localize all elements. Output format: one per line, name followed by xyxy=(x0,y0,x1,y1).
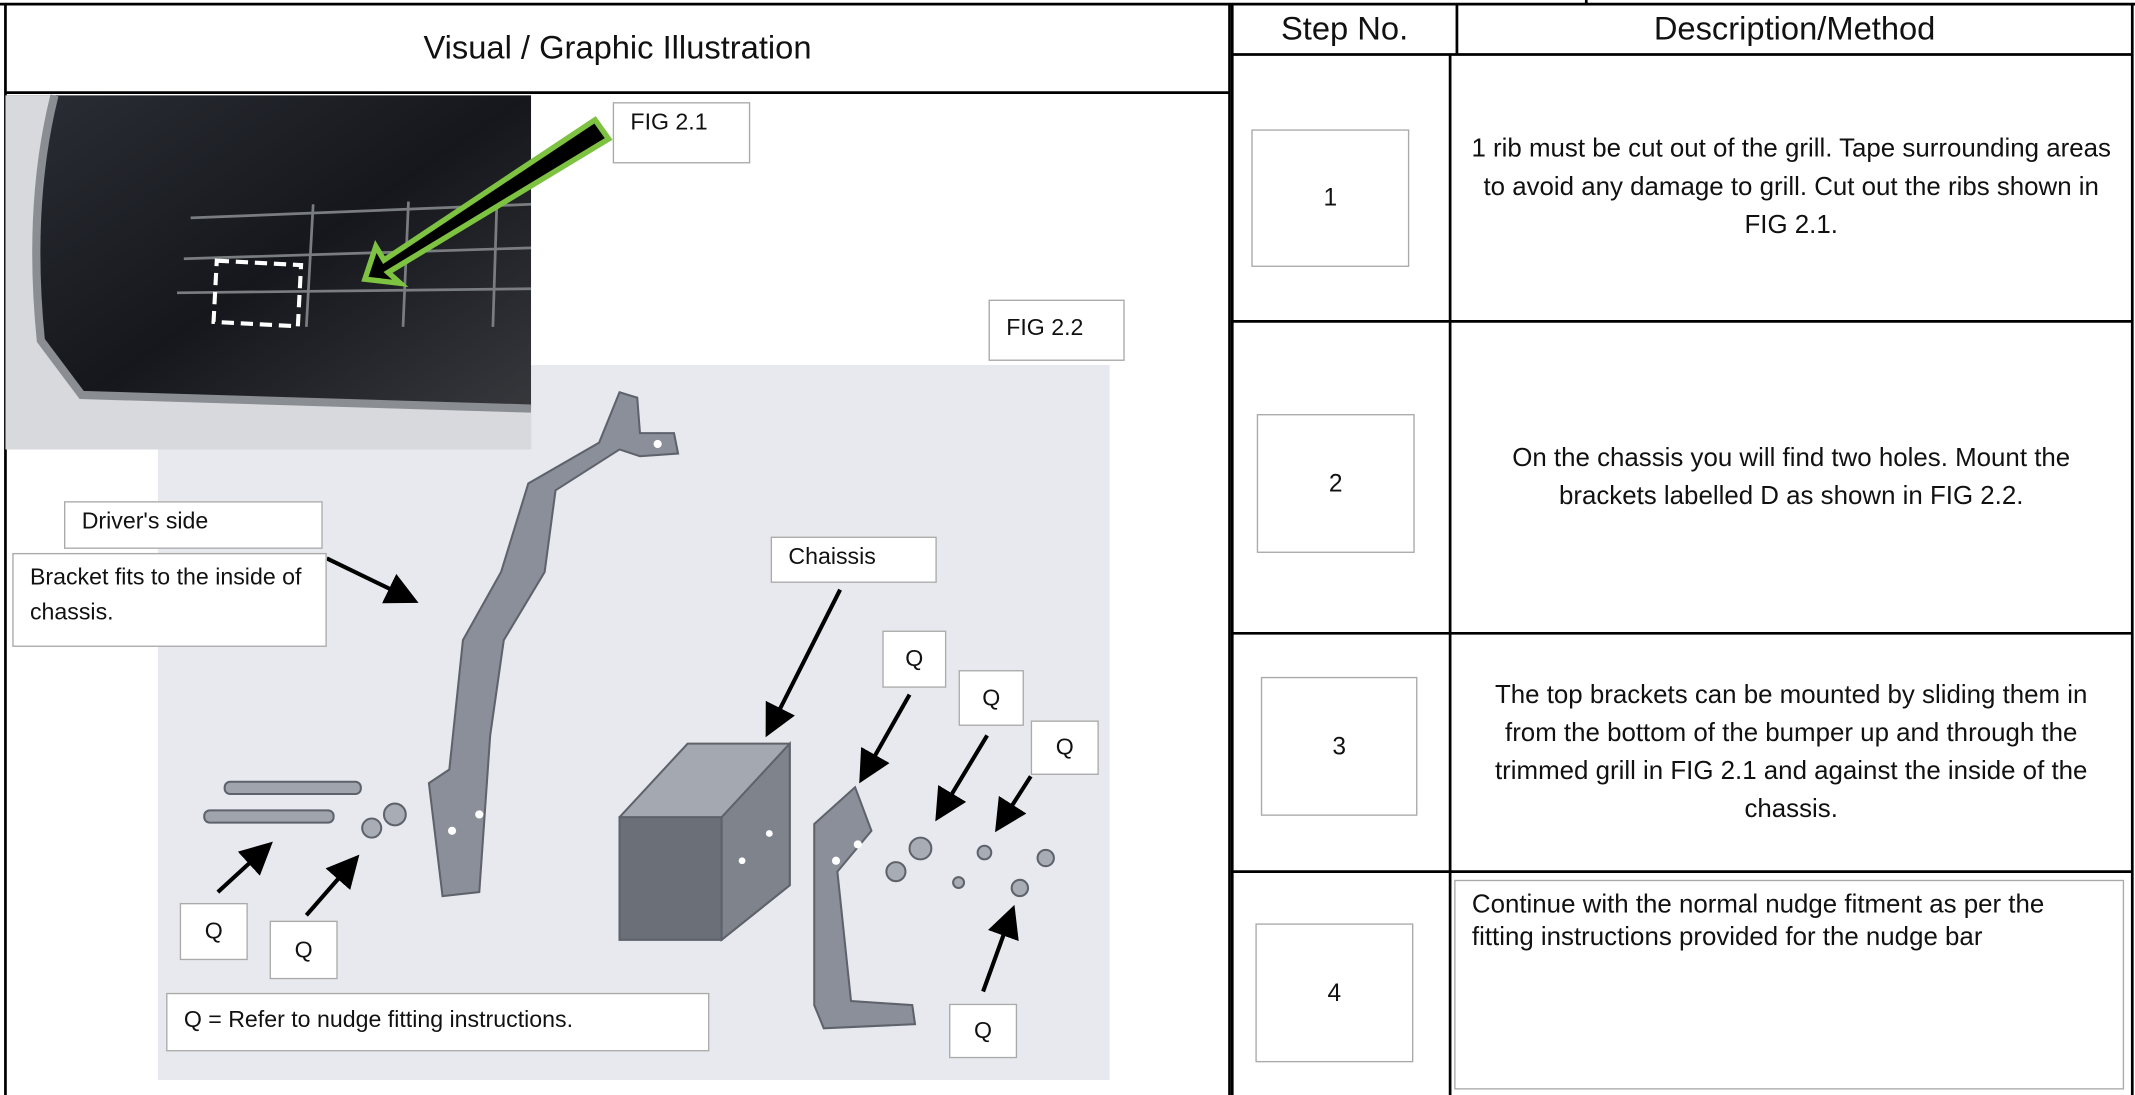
step-description: Continue with the normal nudge fitment a… xyxy=(1454,879,2125,1090)
arrows xyxy=(216,556,1033,993)
q-label: Q xyxy=(958,670,1024,726)
q-label: Q xyxy=(179,902,248,961)
step-number: 3 xyxy=(1260,676,1418,816)
illustration-title: Visual / Graphic Illustration xyxy=(423,29,812,67)
step-number: 1 xyxy=(1251,129,1410,267)
q-label: Q xyxy=(269,920,338,980)
step-number: 4 xyxy=(1255,923,1414,1063)
step-column-header: Step No. xyxy=(1280,10,1409,48)
step-description: The top brackets can be mounted by slidi… xyxy=(1494,680,2088,824)
annotation: Driver's side xyxy=(63,501,323,549)
legend-note: Q = Refer to nudge fitting instructions. xyxy=(166,992,710,1052)
step-description: On the chassis you will find two holes. … xyxy=(1512,443,2071,511)
q-label: Q xyxy=(1030,720,1099,775)
photo xyxy=(5,94,613,450)
annotation: Bracket fits to the inside of chassis. xyxy=(12,552,327,647)
figure-label: FIG 2.2 xyxy=(988,299,1125,361)
figure-label: FIG 2.1 xyxy=(612,102,751,164)
description-column-header: Description/Method xyxy=(1653,10,1936,48)
q-label: Q xyxy=(949,1003,1018,1059)
step-description: 1 rib must be cut out of the grill. Tape… xyxy=(1471,134,2111,240)
q-label: Q xyxy=(882,630,947,688)
annotation: Chaissis xyxy=(770,536,937,583)
brackets xyxy=(203,390,1055,1030)
step-number: 2 xyxy=(1256,414,1415,553)
